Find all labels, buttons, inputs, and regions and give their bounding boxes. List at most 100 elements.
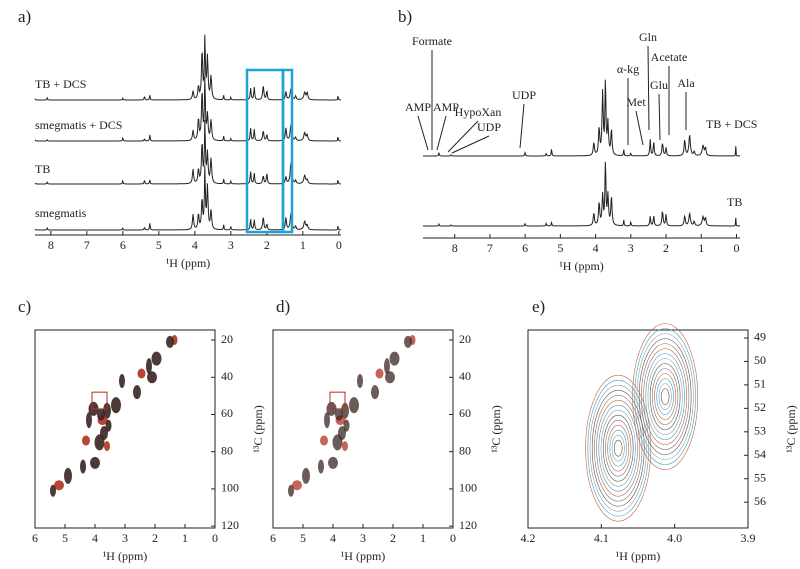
panel-label: d) bbox=[276, 297, 290, 316]
peak-label: Glu bbox=[650, 78, 668, 92]
contour bbox=[656, 378, 674, 415]
cross-peak bbox=[119, 373, 125, 388]
contour bbox=[589, 384, 647, 512]
y-tick-label: 60 bbox=[221, 406, 233, 420]
y-tick-label: 80 bbox=[221, 443, 233, 457]
x-tick-label: 1 bbox=[300, 238, 306, 252]
cross-peak bbox=[341, 402, 349, 419]
x-tick-label: 2 bbox=[152, 531, 158, 545]
peak-label: Ala bbox=[677, 76, 695, 90]
cross-peak bbox=[332, 434, 343, 451]
cross-peak bbox=[166, 335, 174, 348]
contour bbox=[660, 388, 670, 405]
x-tick-label: 2 bbox=[264, 238, 270, 252]
y-tick-label: 60 bbox=[459, 406, 471, 420]
cross-peak bbox=[50, 484, 56, 497]
x-tick-label: 3 bbox=[360, 531, 366, 545]
contour bbox=[649, 363, 681, 430]
y-tick-label: 51 bbox=[754, 377, 766, 391]
y-tick-label: 20 bbox=[221, 332, 233, 346]
spectrum bbox=[423, 79, 741, 157]
contour bbox=[602, 414, 634, 482]
cross-peak bbox=[111, 397, 121, 414]
cross-peak bbox=[54, 480, 64, 491]
peak-label: α-kg bbox=[617, 62, 639, 76]
trace-label: TB + DCS bbox=[706, 117, 757, 131]
cross-peak bbox=[146, 358, 152, 375]
x-tick-label: 5 bbox=[156, 238, 162, 252]
contour bbox=[652, 368, 679, 425]
peak-label: Acetate bbox=[651, 50, 688, 64]
plot-frame bbox=[272, 329, 454, 529]
cross-peak bbox=[288, 484, 294, 497]
x-tick-label: 5 bbox=[300, 531, 306, 545]
x-tick-label: 4 bbox=[330, 531, 336, 545]
peak-label: AMP bbox=[433, 100, 459, 114]
peak-label: Formate bbox=[412, 34, 452, 48]
x-tick-label: 8 bbox=[48, 238, 54, 252]
cross-peak bbox=[97, 408, 105, 421]
x-tick-label: 6 bbox=[270, 531, 276, 545]
x-tick-label: 4 bbox=[593, 241, 599, 255]
plot-frame bbox=[527, 329, 749, 529]
x-tick-label: 3 bbox=[122, 531, 128, 545]
contour bbox=[596, 399, 641, 497]
cross-peak bbox=[292, 480, 302, 491]
x-tick-label: 7 bbox=[84, 238, 90, 252]
peak-leader bbox=[447, 120, 479, 153]
y-tick-label: 56 bbox=[754, 494, 766, 508]
x-tick-label: 3 bbox=[628, 241, 634, 255]
cross-peak bbox=[320, 435, 328, 446]
contour bbox=[641, 343, 690, 450]
peak-leader bbox=[417, 115, 429, 151]
zoom-box bbox=[329, 391, 346, 410]
cross-peak bbox=[90, 456, 100, 469]
cross-peak bbox=[385, 371, 395, 384]
cross-peak bbox=[133, 385, 141, 400]
x-tick-label: 6 bbox=[522, 241, 528, 255]
cross-peak bbox=[357, 373, 363, 388]
trace-label: smegmatis + DCS bbox=[35, 118, 122, 132]
peak-label: Gln bbox=[639, 30, 657, 44]
x-tick-label: 1 bbox=[182, 531, 188, 545]
contour bbox=[613, 439, 623, 457]
cross-peak bbox=[328, 456, 338, 469]
y-tick-label: 55 bbox=[754, 470, 766, 484]
cross-peak bbox=[103, 402, 111, 419]
x-tick-label: 5 bbox=[557, 241, 563, 255]
cross-peak bbox=[318, 459, 324, 474]
x-tick-label: 0 bbox=[733, 241, 739, 255]
x-axis-label: ¹H (ppm) bbox=[616, 549, 661, 563]
peak-label: Met bbox=[626, 95, 646, 109]
panel-label: e) bbox=[532, 297, 545, 316]
trace-label: smegmatis bbox=[35, 206, 87, 220]
zoom-box bbox=[91, 391, 108, 410]
contour bbox=[591, 389, 645, 507]
x-axis-label: ¹H (ppm) bbox=[559, 259, 604, 273]
trace-label: TB bbox=[727, 195, 742, 209]
contour bbox=[594, 394, 643, 502]
trace-label: TB + DCS bbox=[35, 77, 86, 91]
cross-peak bbox=[371, 385, 379, 400]
x-tick-label: 1 bbox=[698, 241, 704, 255]
cross-peak bbox=[64, 467, 72, 484]
x-tick-label: 4.0 bbox=[667, 531, 682, 545]
panel-label: b) bbox=[398, 7, 412, 26]
y-tick-label: 20 bbox=[459, 332, 471, 346]
peak-label: HypoXan bbox=[455, 105, 502, 119]
x-tick-label: 1 bbox=[420, 531, 426, 545]
cross-peak bbox=[104, 441, 110, 452]
x-tick-label: 2 bbox=[663, 241, 669, 255]
cross-peak bbox=[384, 358, 390, 375]
plot-frame bbox=[34, 329, 216, 529]
y-tick-label: 49 bbox=[754, 330, 766, 344]
x-axis-label: ¹H (ppm) bbox=[103, 549, 148, 563]
cross-peak bbox=[302, 467, 310, 484]
contour bbox=[636, 333, 694, 460]
x-tick-label: 3.9 bbox=[741, 531, 756, 545]
cross-peak bbox=[82, 435, 90, 446]
y-tick-label: 50 bbox=[754, 353, 766, 367]
cross-peak bbox=[342, 441, 348, 452]
y-tick-label: 40 bbox=[221, 369, 233, 383]
